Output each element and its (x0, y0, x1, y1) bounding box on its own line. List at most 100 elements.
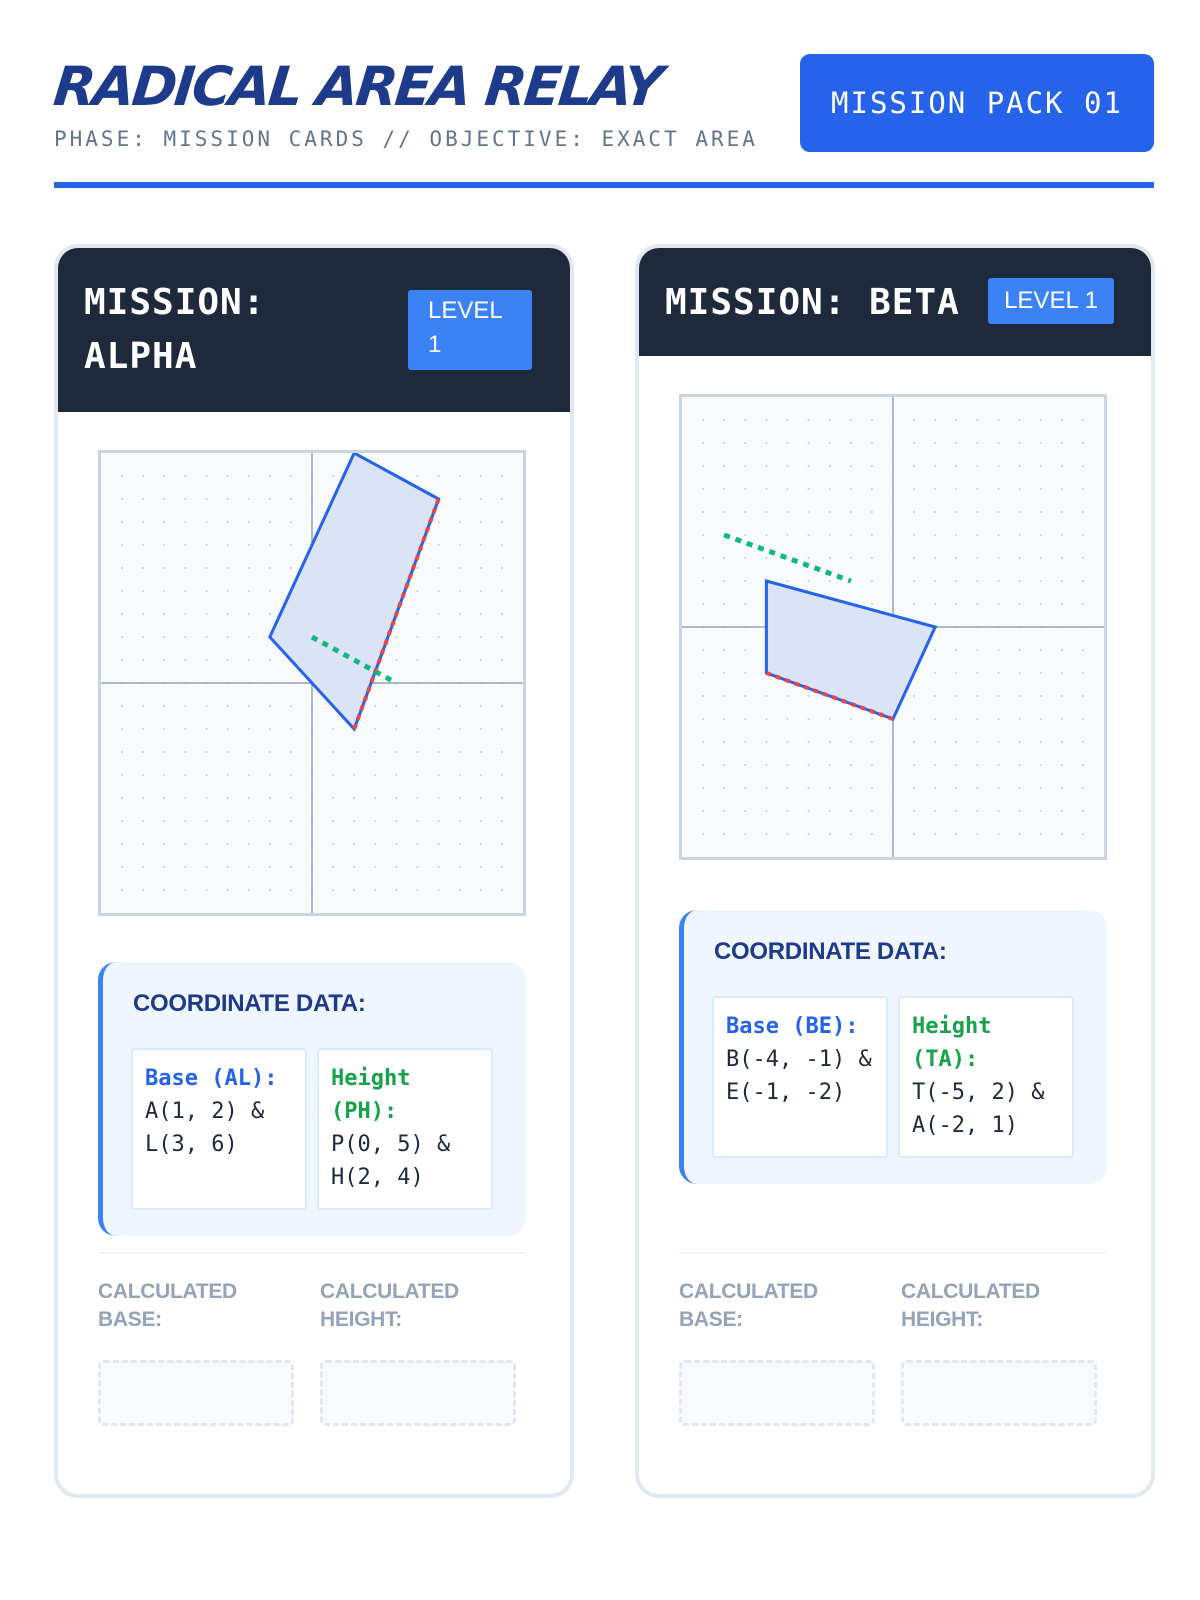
grid-dot (142, 520, 145, 524)
grid-dot (1060, 740, 1063, 744)
calculated-height-label: CALCULATED HEIGHT: (901, 1280, 1040, 1331)
grid-dot (1081, 648, 1084, 652)
grid-dot (934, 487, 937, 491)
grid-dot (416, 727, 419, 731)
grid-dot (765, 510, 768, 514)
grid-dot (142, 773, 145, 777)
grid-dot (870, 602, 873, 606)
grid-dot (976, 579, 979, 583)
grid-dot (437, 635, 440, 639)
grid-dot (870, 510, 873, 514)
grid-dot (934, 832, 937, 836)
grid-dot (913, 464, 916, 468)
grid-dot (997, 533, 1000, 537)
grid-dot (500, 773, 503, 777)
grid-dot (934, 510, 937, 514)
grid-dot (142, 750, 145, 754)
grid-dot (268, 888, 271, 892)
grid-dot (163, 658, 166, 662)
grid-dot (268, 796, 271, 800)
grid-dot (121, 543, 124, 547)
grid-dot (437, 543, 440, 547)
grid-dot (1081, 487, 1084, 491)
grid-dot (723, 809, 726, 813)
calculated-base-input[interactable] (98, 1360, 294, 1426)
grid-dot (828, 510, 831, 514)
calculated-height-input[interactable] (901, 1360, 1097, 1426)
grid-dot (828, 441, 831, 445)
grid-dot (723, 694, 726, 698)
grid-dot (807, 832, 810, 836)
calculated-base-input[interactable] (679, 1360, 875, 1426)
grid-dot (247, 773, 250, 777)
grid-dot (1060, 809, 1063, 813)
grid-dot (997, 418, 1000, 422)
grid-dot (934, 786, 937, 790)
grid-dot (500, 796, 503, 800)
grid-dot (184, 842, 187, 846)
grid-dot (1018, 602, 1021, 606)
grid-dot (437, 819, 440, 823)
grid-dot (955, 464, 958, 468)
grid-dot (807, 510, 810, 514)
grid-dot (702, 809, 705, 813)
grid-dot (786, 556, 789, 560)
coordinate-data-title: COORDINATE DATA: (133, 990, 366, 1017)
grid-dot (437, 727, 440, 731)
grid-dot (976, 510, 979, 514)
grid-dot (1018, 832, 1021, 836)
grid-dot (416, 750, 419, 754)
grid-dot (723, 763, 726, 767)
grid-dot (1018, 740, 1021, 744)
grid-dot (458, 520, 461, 524)
grid-dot (1018, 418, 1021, 422)
grid-dot (913, 487, 916, 491)
mission-card-alpha: MISSION: ALPHA LEVEL 1 COORDINATE DATA: … (54, 244, 574, 1498)
grid-dot (500, 474, 503, 478)
grid-dot (807, 579, 810, 583)
grid-dot (395, 704, 398, 708)
grid-dot (142, 842, 145, 846)
grid-dot (479, 635, 482, 639)
grid-dot (500, 497, 503, 501)
grid-dot (744, 648, 747, 652)
grid-dot (870, 441, 873, 445)
calculated-height-input[interactable] (320, 1360, 516, 1426)
grid-dot (1039, 418, 1042, 422)
grid-dot (479, 658, 482, 662)
grid-dot (807, 786, 810, 790)
grid-dot (247, 566, 250, 570)
grid-dot (289, 727, 292, 731)
height-label: Height (PH): (331, 1066, 411, 1124)
grid-dot (268, 727, 271, 731)
grid-dot (1039, 464, 1042, 468)
grid-dot (849, 487, 852, 491)
grid-dot (744, 809, 747, 813)
grid-dot (268, 520, 271, 524)
grid-dot (702, 717, 705, 721)
grid-dot (786, 809, 789, 813)
grid-dot (268, 543, 271, 547)
grid-dot (500, 520, 503, 524)
grid-dot (976, 717, 979, 721)
grid-dot (500, 842, 503, 846)
grid-dot (163, 796, 166, 800)
mission-pack-badge[interactable]: MISSION PACK 01 (800, 54, 1154, 152)
grid-dot (205, 865, 208, 869)
grid-dot (976, 487, 979, 491)
grid-dot (849, 809, 852, 813)
grid-dot (744, 786, 747, 790)
grid-dot (437, 474, 440, 478)
grid-dot (500, 635, 503, 639)
grid-dot (702, 763, 705, 767)
grid-dot (744, 487, 747, 491)
base-coordinates-panel: Base (BE): B(-4, -1) & E(-1, -2) (712, 996, 888, 1158)
grid-dot (828, 487, 831, 491)
grid-dot (744, 464, 747, 468)
grid-dot (723, 786, 726, 790)
grid-dot (744, 579, 747, 583)
grid-dot (416, 704, 419, 708)
grid-dot (353, 819, 356, 823)
grid-dot (163, 543, 166, 547)
grid-dot (1018, 648, 1021, 652)
